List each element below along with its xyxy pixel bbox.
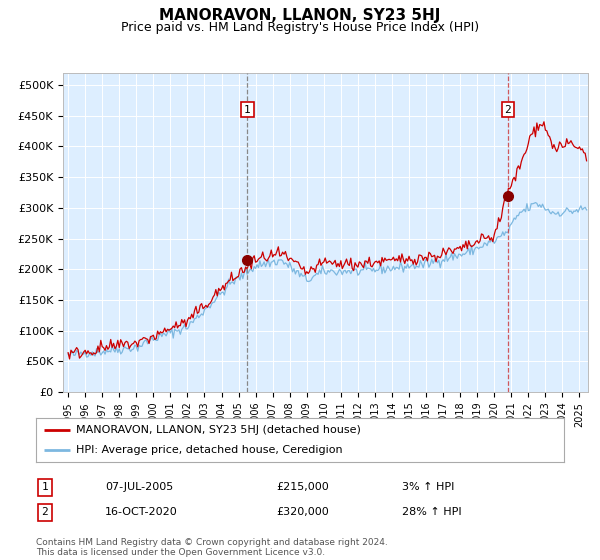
Text: 1: 1 [41, 482, 49, 492]
Text: HPI: Average price, detached house, Ceredigion: HPI: Average price, detached house, Cere… [76, 445, 342, 455]
Text: £320,000: £320,000 [276, 507, 329, 517]
Text: 07-JUL-2005: 07-JUL-2005 [105, 482, 173, 492]
Text: 2: 2 [505, 105, 511, 115]
Text: £215,000: £215,000 [276, 482, 329, 492]
Text: 1: 1 [244, 105, 251, 115]
Text: 2: 2 [41, 507, 49, 517]
Text: Contains HM Land Registry data © Crown copyright and database right 2024.
This d: Contains HM Land Registry data © Crown c… [36, 538, 388, 557]
Text: Price paid vs. HM Land Registry's House Price Index (HPI): Price paid vs. HM Land Registry's House … [121, 21, 479, 34]
Text: 16-OCT-2020: 16-OCT-2020 [105, 507, 178, 517]
Text: 28% ↑ HPI: 28% ↑ HPI [402, 507, 461, 517]
Text: MANORAVON, LLANON, SY23 5HJ: MANORAVON, LLANON, SY23 5HJ [160, 8, 440, 24]
Text: MANORAVON, LLANON, SY23 5HJ (detached house): MANORAVON, LLANON, SY23 5HJ (detached ho… [76, 425, 361, 435]
Text: 3% ↑ HPI: 3% ↑ HPI [402, 482, 454, 492]
